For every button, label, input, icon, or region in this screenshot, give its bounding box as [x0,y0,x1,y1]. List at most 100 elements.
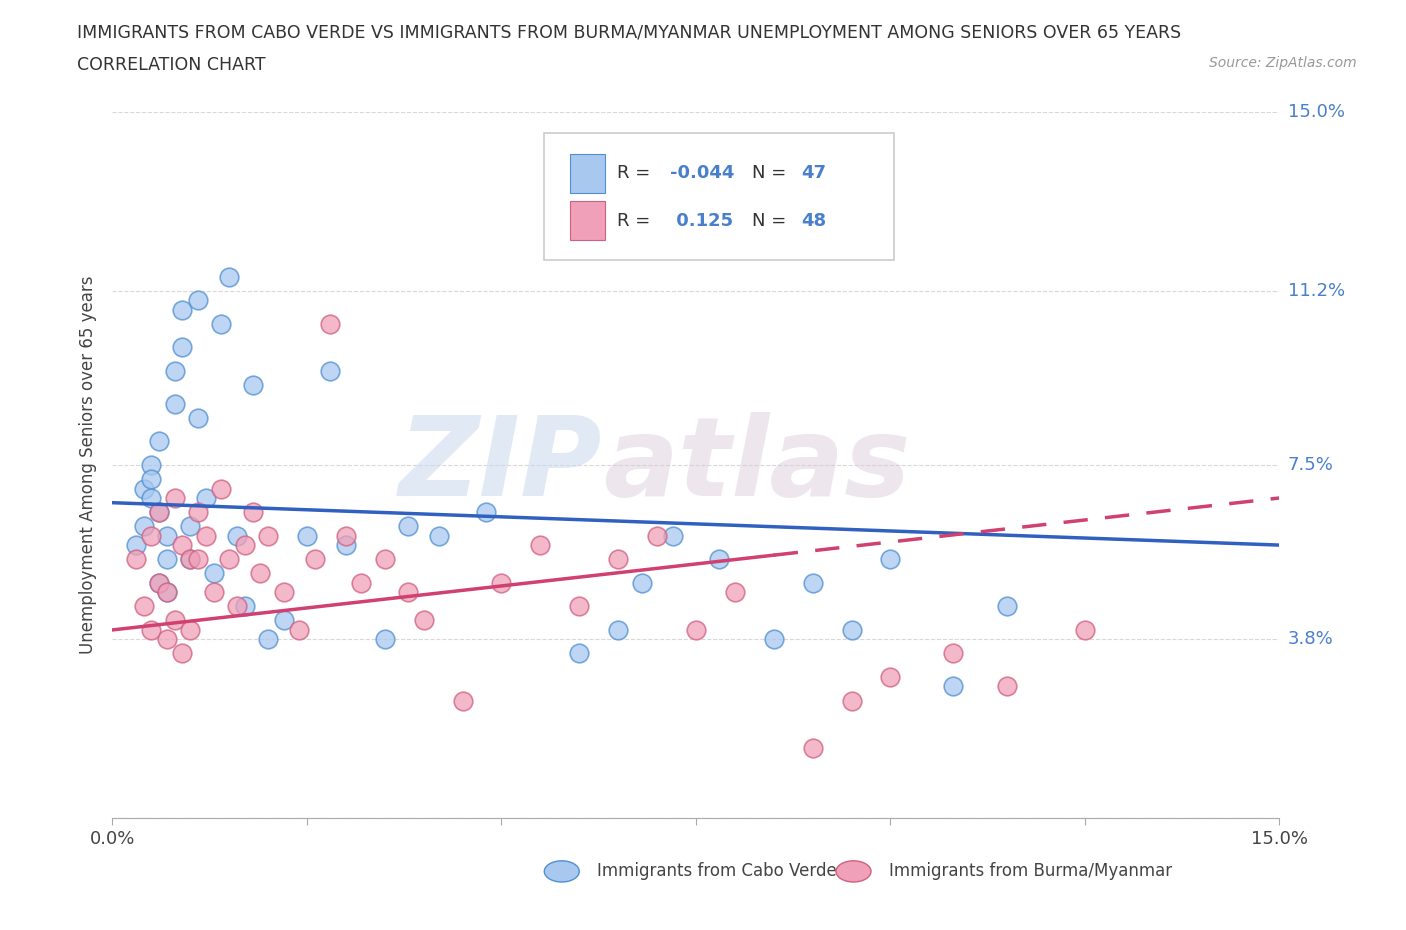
Bar [569,202,605,240]
Point [374,631,396,646]
Text: R =: R = [617,212,655,230]
Point [242,378,264,392]
Point [841,622,863,637]
Point [226,528,249,543]
Point [233,538,256,552]
Point [841,693,863,708]
Circle shape [544,861,579,882]
Point [172,646,194,661]
Point [179,551,201,566]
Point [148,576,170,591]
Text: atlas: atlas [603,411,910,519]
Point [396,585,419,600]
Bar [569,154,605,193]
Text: 47: 47 [801,165,825,182]
Point [412,613,434,628]
Point [396,519,419,534]
Point [273,613,295,628]
Point [187,505,209,520]
Point [132,599,155,614]
Text: Source: ZipAtlas.com: Source: ZipAtlas.com [1209,56,1357,70]
Point [295,528,318,543]
Point [163,613,186,628]
Point [202,585,225,600]
Point [218,551,240,566]
Point [141,458,163,472]
Point [257,631,280,646]
Point [125,538,148,552]
Point [1074,622,1097,637]
FancyBboxPatch shape [544,133,894,260]
Point [141,528,163,543]
Point [172,538,194,552]
Text: IMMIGRANTS FROM CABO VERDE VS IMMIGRANTS FROM BURMA/MYANMAR UNEMPLOYMENT AMONG S: IMMIGRANTS FROM CABO VERDE VS IMMIGRANTS… [77,23,1181,41]
Point [607,622,630,637]
Point [194,528,217,543]
Point [187,410,209,425]
Point [304,551,326,566]
Point [491,576,513,591]
Point [194,490,217,505]
Point [879,670,901,684]
Point [942,646,965,661]
Point [148,505,170,520]
Point [529,538,551,552]
Point [661,528,683,543]
Point [374,551,396,566]
Point [762,631,785,646]
Point [319,316,342,331]
Point [242,505,264,520]
Point [209,316,232,331]
Text: -0.044: -0.044 [671,165,735,182]
Point [335,538,357,552]
Point [995,599,1018,614]
Text: N =: N = [752,212,792,230]
Text: 7.5%: 7.5% [1288,456,1334,474]
Point [218,269,240,284]
Point [163,490,186,505]
Point [172,339,194,354]
Point [156,551,179,566]
Point [156,585,179,600]
Point [451,693,474,708]
Point [568,646,591,661]
Point [724,585,747,600]
Point [226,599,249,614]
Point [141,472,163,486]
Point [879,551,901,566]
Text: 48: 48 [801,212,827,230]
Y-axis label: Unemployment Among Seniors over 65 years: Unemployment Among Seniors over 65 years [79,276,97,654]
Point [187,293,209,308]
Circle shape [837,861,872,882]
Point [709,551,731,566]
Text: ZIP: ZIP [399,411,603,519]
Point [202,566,225,581]
Point [179,622,201,637]
Point [125,551,148,566]
Point [249,566,271,581]
Point [132,519,155,534]
Point [273,585,295,600]
Point [942,679,965,694]
Point [148,576,170,591]
Point [163,364,186,379]
Point [132,481,155,496]
Text: 3.8%: 3.8% [1288,631,1333,648]
Point [156,631,179,646]
Point [630,576,652,591]
Text: 15.0%: 15.0% [1288,102,1344,121]
Point [179,519,201,534]
Text: 0.125: 0.125 [671,212,734,230]
Point [319,364,342,379]
Text: Immigrants from Cabo Verde: Immigrants from Cabo Verde [596,862,837,881]
Point [187,551,209,566]
Text: 11.2%: 11.2% [1288,282,1346,299]
Point [148,434,170,449]
Point [163,396,186,411]
Point [350,576,373,591]
Point [179,551,201,566]
Point [156,528,179,543]
Point [568,599,591,614]
Point [427,528,450,543]
Point [607,551,630,566]
